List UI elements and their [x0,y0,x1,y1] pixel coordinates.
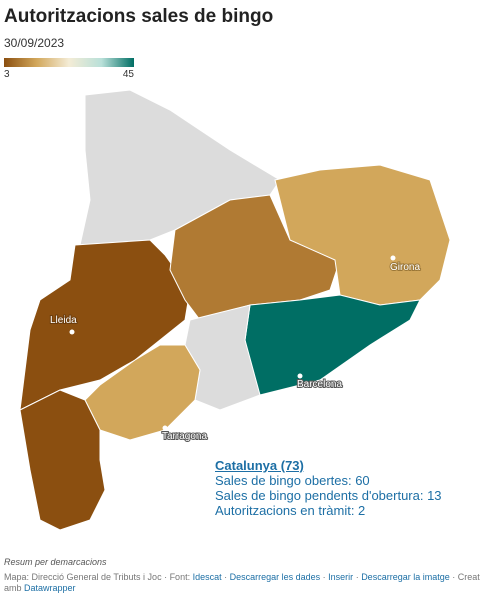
region [169,194,341,321]
title: Autoritzacions sales de bingo [4,6,274,27]
info-title: Catalunya (73) [215,458,304,473]
map: Lleida Girona Barcelona Tarragona [19,89,451,531]
city-label: Lleida [50,315,77,326]
link[interactable]: Idescat [192,572,222,582]
link[interactable]: Descarregar les dades [229,572,321,582]
link[interactable]: Inserir [328,572,354,582]
city-label: Girona [390,262,420,273]
info-line: Sales de bingo pendents d'obertura: 13 [215,488,442,503]
city-dot [69,329,75,335]
legend: 3 45 [4,58,134,80]
city-dot [297,373,303,379]
info-box: Catalunya (73) Sales de bingo obertes: 6… [215,458,442,518]
legend-min: 3 [4,69,10,80]
link[interactable]: Datawrapper [24,583,76,593]
region [274,164,451,306]
link[interactable]: Descarregar la imatge [361,572,450,582]
region [19,239,191,411]
region [19,389,106,531]
credit: Mapa: Direcció General de Tributs i Joc … [4,572,191,582]
info-line: Sales de bingo obertes: 60 [215,473,370,488]
legend-max: 45 [122,69,134,80]
city-label: Tarragona [162,431,207,442]
footer: Mapa: Direcció General de Tributs i Joc … [4,572,480,593]
made-with: · Creat amb [4,572,480,593]
city-dot [162,425,168,431]
date: 30/09/2023 [4,36,65,50]
city-dot [390,255,396,261]
city-label: Barcelona [297,379,342,390]
note: Resum per demarcacions [4,557,107,567]
info-line: Autoritzacions en tràmit: 2 [215,503,366,518]
legend-gradient [4,58,134,67]
